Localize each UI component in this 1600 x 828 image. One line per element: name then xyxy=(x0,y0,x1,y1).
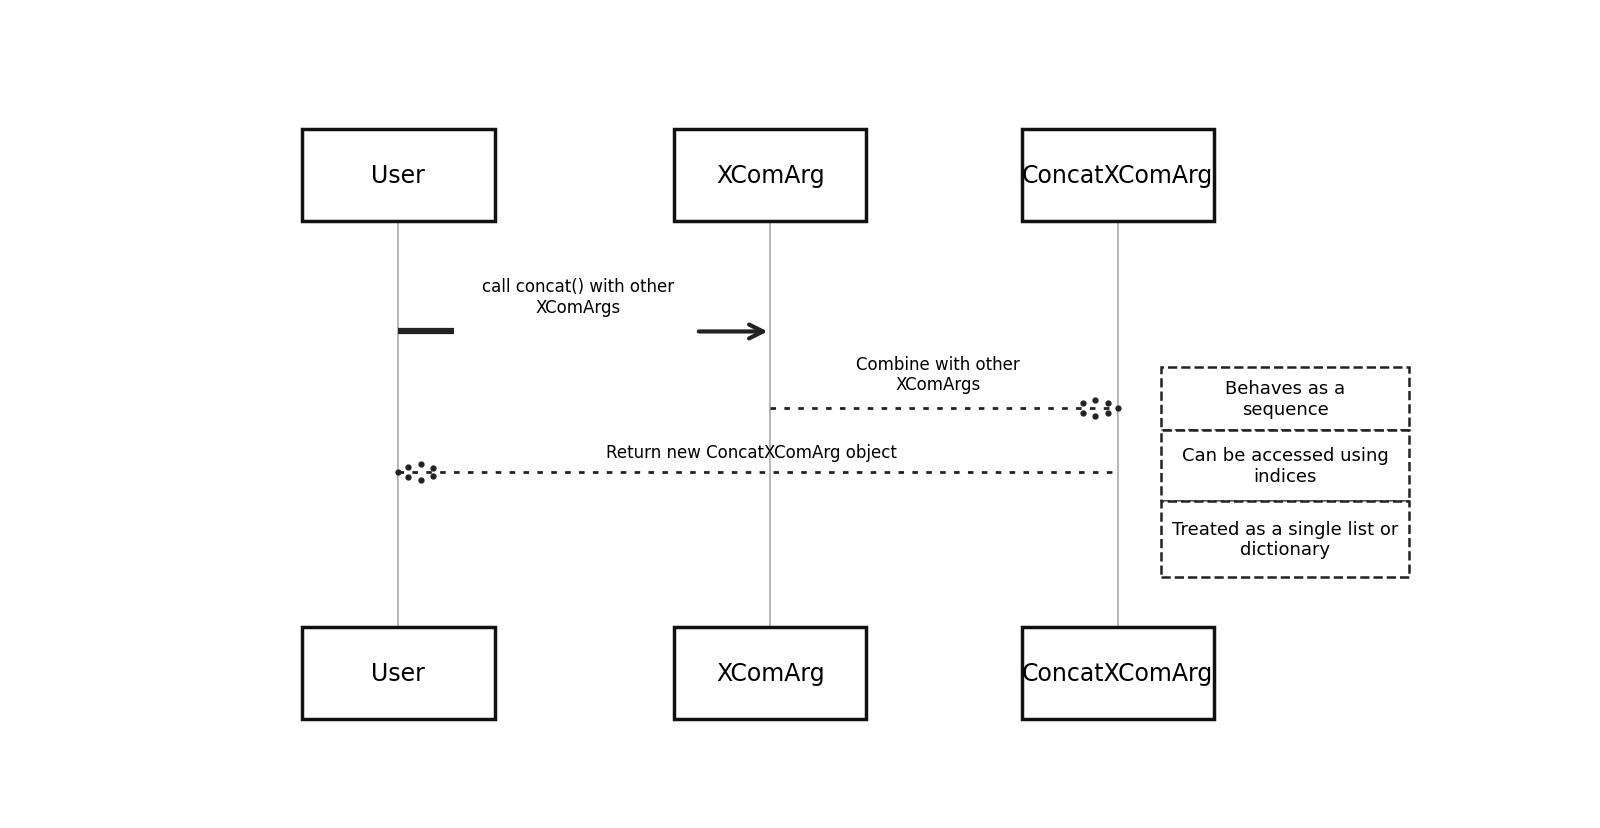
Text: ConcatXComArg: ConcatXComArg xyxy=(1022,164,1213,188)
Bar xyxy=(1162,367,1410,431)
Bar xyxy=(302,130,494,222)
Text: Return new ConcatXComArg object: Return new ConcatXComArg object xyxy=(606,444,898,461)
Text: XComArg: XComArg xyxy=(717,164,824,188)
Bar xyxy=(1162,501,1410,578)
Text: Can be accessed using
indices: Can be accessed using indices xyxy=(1182,446,1389,485)
Text: Treated as a single list or
dictionary: Treated as a single list or dictionary xyxy=(1171,520,1398,559)
Bar xyxy=(674,627,867,720)
Text: XComArg: XComArg xyxy=(717,662,824,685)
Bar xyxy=(674,130,867,222)
Text: Combine with other
XComArgs: Combine with other XComArgs xyxy=(856,355,1019,394)
Text: Behaves as a
sequence: Behaves as a sequence xyxy=(1226,379,1346,418)
Text: call concat() with other
XComArgs: call concat() with other XComArgs xyxy=(482,277,674,316)
Bar xyxy=(302,627,494,720)
Bar xyxy=(1021,130,1214,222)
Bar xyxy=(1162,431,1410,501)
Bar xyxy=(1021,627,1214,720)
Text: User: User xyxy=(371,662,426,685)
Text: ConcatXComArg: ConcatXComArg xyxy=(1022,662,1213,685)
Text: User: User xyxy=(371,164,426,188)
